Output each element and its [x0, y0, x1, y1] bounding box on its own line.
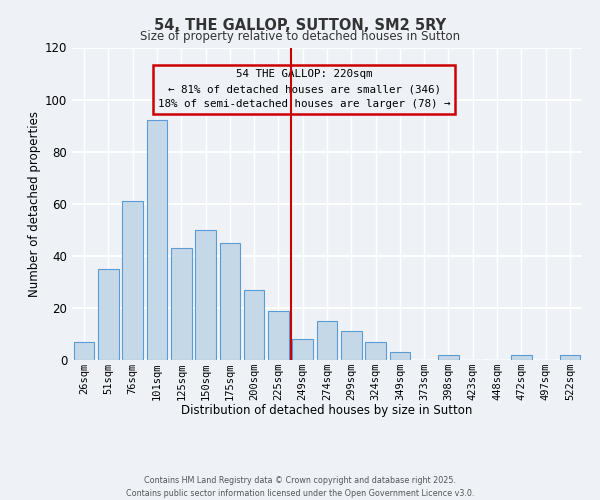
- Bar: [438, 355, 459, 360]
- Text: Size of property relative to detached houses in Sutton: Size of property relative to detached ho…: [140, 30, 460, 43]
- Bar: [220, 243, 240, 360]
- Y-axis label: Number of detached properties: Number of detached properties: [28, 111, 41, 296]
- Bar: [292, 339, 313, 360]
- Bar: [195, 230, 216, 360]
- Text: 54 THE GALLOP: 220sqm
← 81% of detached houses are smaller (346)
18% of semi-det: 54 THE GALLOP: 220sqm ← 81% of detached …: [158, 70, 450, 109]
- Text: 54, THE GALLOP, SUTTON, SM2 5RY: 54, THE GALLOP, SUTTON, SM2 5RY: [154, 18, 446, 32]
- Bar: [268, 310, 289, 360]
- Bar: [389, 352, 410, 360]
- Bar: [146, 120, 167, 360]
- Bar: [122, 201, 143, 360]
- Bar: [317, 321, 337, 360]
- Bar: [171, 248, 191, 360]
- Bar: [98, 269, 119, 360]
- Bar: [511, 355, 532, 360]
- Bar: [365, 342, 386, 360]
- Bar: [341, 332, 362, 360]
- Bar: [244, 290, 265, 360]
- Text: Contains HM Land Registry data © Crown copyright and database right 2025.
Contai: Contains HM Land Registry data © Crown c…: [126, 476, 474, 498]
- X-axis label: Distribution of detached houses by size in Sutton: Distribution of detached houses by size …: [181, 404, 473, 417]
- Bar: [74, 342, 94, 360]
- Bar: [560, 355, 580, 360]
